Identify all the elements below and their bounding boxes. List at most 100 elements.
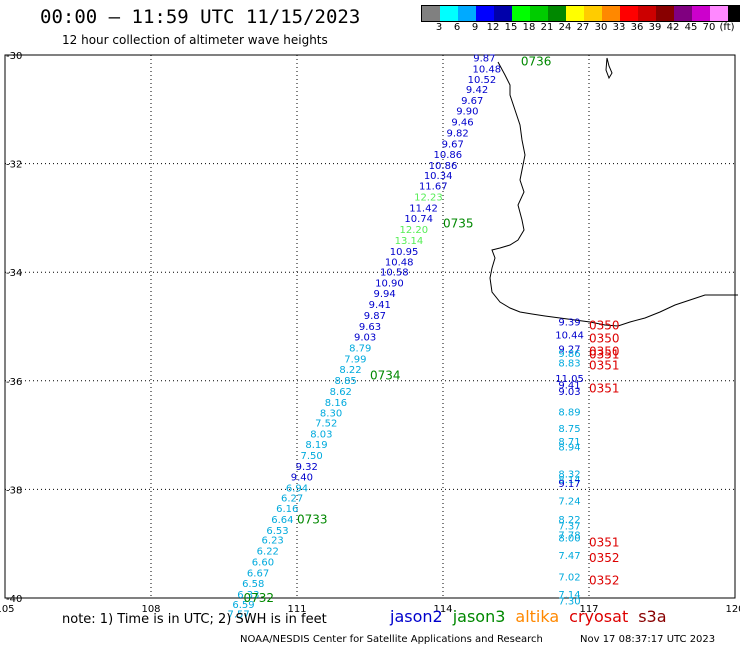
wave-height-label: 6.64 [271, 515, 293, 526]
pass-time-labels: 0736073507340733073203500350035003510351… [243, 55, 619, 605]
wave-height-label: 10.90 [375, 278, 404, 289]
wave-height-label: 9.42 [466, 85, 488, 96]
pass-time-label: 0350 [589, 331, 620, 345]
longitude-tick-label: 111 [287, 604, 306, 615]
legend-label: 36 [630, 22, 644, 33]
latitude-tick-label: -38 [6, 485, 22, 496]
latitude-tick-label: -36 [6, 377, 22, 388]
satellite-key: jason2 jason3 altika cryosat s3a [390, 607, 677, 626]
wave-height-label: 13.14 [395, 236, 424, 247]
longitude-tick-label: 114 [433, 604, 452, 615]
wave-height-label: 9.46 [451, 118, 473, 129]
legend-label: 33 [612, 22, 626, 33]
wave-height-label: 8.16 [325, 398, 347, 409]
wave-height-label: 9.27 [558, 345, 580, 356]
wave-height-label: 7.52 [315, 418, 337, 429]
legend-label: 3 [435, 22, 443, 33]
longitude-tick-label: 108 [141, 604, 160, 615]
satellite-name: altika [515, 607, 560, 626]
wave-height-label: 7.37 [558, 522, 580, 533]
wave-height-label: 8.71 [558, 437, 580, 448]
wave-height-label: 10.44 [555, 330, 584, 341]
legend-swatch [566, 6, 584, 21]
legend-label: (ft) [719, 22, 735, 33]
legend-swatch [458, 6, 476, 21]
longitude-tick-label: 105 [0, 604, 15, 615]
wave-height-label: 9.94 [373, 289, 395, 300]
pass-time-label: 0733 [297, 512, 328, 526]
wave-height-label: 9.90 [456, 107, 478, 118]
wave-height-label: 10.48 [472, 64, 501, 75]
satellite-name: s3a [638, 607, 667, 626]
units-note: note: 1) Time is in UTC; 2) SWH is in fe… [62, 612, 327, 627]
wave-height-label: 6.33 [237, 590, 259, 601]
wave-height-label: 7.99 [344, 354, 366, 365]
wave-height-label: 7.24 [558, 497, 580, 508]
pass-time-label: 0350 [589, 318, 620, 332]
wave-height-label: 8.30 [320, 409, 342, 420]
wave-height-label: 11.05 [555, 374, 584, 385]
legend-swatch [422, 6, 440, 21]
wave-height-label: 8.83 [558, 359, 580, 370]
wave-height-label: 8.22 [339, 365, 361, 376]
wave-height-label: 8.62 [330, 387, 352, 398]
latitude-tick-label: -34 [6, 268, 22, 279]
wave-height-label: 10.48 [385, 258, 414, 269]
wave-height-label: 6.94 [286, 484, 308, 495]
legend-label: 42 [666, 22, 680, 33]
longitude-tick-label: 120 [725, 604, 740, 615]
pass-time-label: 0734 [370, 368, 401, 382]
wave-height-label: 9.03 [558, 387, 580, 398]
wave-height-label: 8.89 [558, 408, 580, 419]
map-subtitle: 12 hour collection of altimeter wave hei… [62, 33, 328, 47]
wave-height-label: 11.67 [419, 182, 448, 193]
legend-label: 12 [486, 22, 500, 33]
latitude-tick-label: -32 [6, 160, 22, 171]
wave-height-label: 9.40 [291, 473, 313, 484]
map-frame [4, 54, 736, 599]
wave-height-label: 6.58 [242, 579, 264, 590]
legend-swatch [620, 6, 638, 21]
pass-time-label: 0352 [589, 574, 620, 588]
legend-label: 18 [522, 22, 536, 33]
legend-swatch [602, 6, 620, 21]
wave-height-label: 8.75 [558, 424, 580, 435]
wave-height-label: 9.67 [442, 139, 464, 150]
legend-swatch [638, 6, 656, 21]
legend-label: 70 [702, 22, 716, 33]
wave-height-label: 9.87 [364, 311, 386, 322]
wave-height-label: 7.50 [300, 451, 322, 462]
wave-height-label: 8.22 [558, 515, 580, 526]
legend-swatch [476, 6, 494, 21]
latitude-tick-label: -40 [6, 594, 22, 605]
wave-height-label: 7.78 [558, 530, 580, 541]
map-title: 00:00 – 11:59 UTC 11/15/2023 [40, 6, 361, 28]
wave-height-label: 8.19 [305, 440, 327, 451]
altimeter-track-labels: 9.8710.4810.529.429.679.909.469.829.6710… [227, 54, 583, 621]
legend-label: 39 [648, 22, 662, 33]
wave-height-label: 7.57 [227, 610, 249, 621]
wave-height-label: 6.23 [262, 536, 284, 547]
wave-height-label: 8.79 [349, 343, 371, 354]
wave-height-label: 7.02 [558, 573, 580, 584]
wave-height-label: 10.86 [434, 150, 463, 161]
wave-height-label: 7.14 [558, 590, 580, 601]
legend-label: 30 [594, 22, 608, 33]
pass-time-label: 0732 [243, 591, 274, 605]
pass-time-label: 0351 [589, 536, 620, 550]
wave-height-label: 7.30 [558, 597, 580, 608]
wave-height-label: 9.82 [446, 128, 468, 139]
wave-height-label: 10.34 [424, 171, 453, 182]
latitude-tick-label: -30 [6, 51, 22, 62]
legend-swatch [512, 6, 530, 21]
legend-label: 45 [684, 22, 698, 33]
wave-height-label: 9.17 [558, 479, 580, 490]
wave-height-label: 9.41 [558, 380, 580, 391]
pass-time-label: 0735 [443, 216, 474, 230]
wave-height-label: 8.85 [335, 376, 357, 387]
satellite-name: cryosat [569, 607, 629, 626]
pass-time-label: 0351 [589, 381, 620, 395]
longitude-tick-label: 117 [579, 604, 598, 615]
wave-height-label: 8.32 [558, 469, 580, 480]
